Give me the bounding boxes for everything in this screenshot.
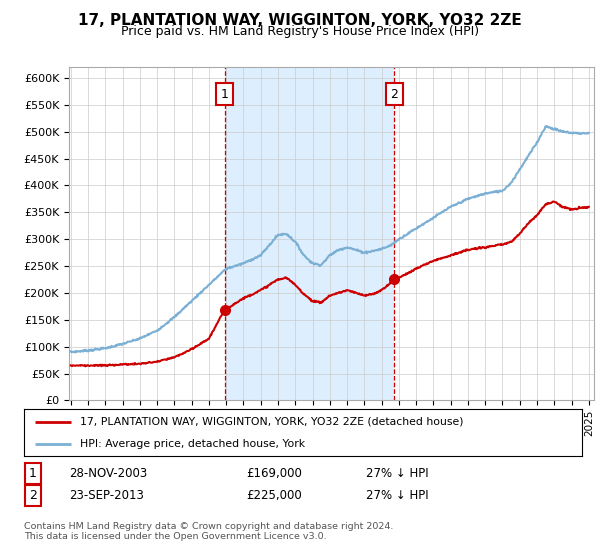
Bar — [225, 67, 394, 400]
Text: 23-SEP-2013: 23-SEP-2013 — [69, 489, 144, 502]
Text: 17, PLANTATION WAY, WIGGINTON, YORK, YO32 2ZE (detached house): 17, PLANTATION WAY, WIGGINTON, YORK, YO3… — [80, 417, 463, 427]
Text: 28-NOV-2003: 28-NOV-2003 — [69, 466, 147, 480]
Text: 2: 2 — [29, 489, 37, 502]
Text: £169,000: £169,000 — [246, 466, 302, 480]
Text: 27% ↓ HPI: 27% ↓ HPI — [366, 466, 428, 480]
Text: 1: 1 — [29, 466, 37, 480]
Text: Price paid vs. HM Land Registry's House Price Index (HPI): Price paid vs. HM Land Registry's House … — [121, 25, 479, 38]
Text: 2: 2 — [390, 87, 398, 101]
Text: 27% ↓ HPI: 27% ↓ HPI — [366, 489, 428, 502]
Text: Contains HM Land Registry data © Crown copyright and database right 2024.
This d: Contains HM Land Registry data © Crown c… — [24, 522, 394, 542]
Text: 1: 1 — [221, 87, 229, 101]
Text: HPI: Average price, detached house, York: HPI: Average price, detached house, York — [80, 438, 305, 449]
Text: 17, PLANTATION WAY, WIGGINTON, YORK, YO32 2ZE: 17, PLANTATION WAY, WIGGINTON, YORK, YO3… — [78, 13, 522, 28]
Text: £225,000: £225,000 — [246, 489, 302, 502]
